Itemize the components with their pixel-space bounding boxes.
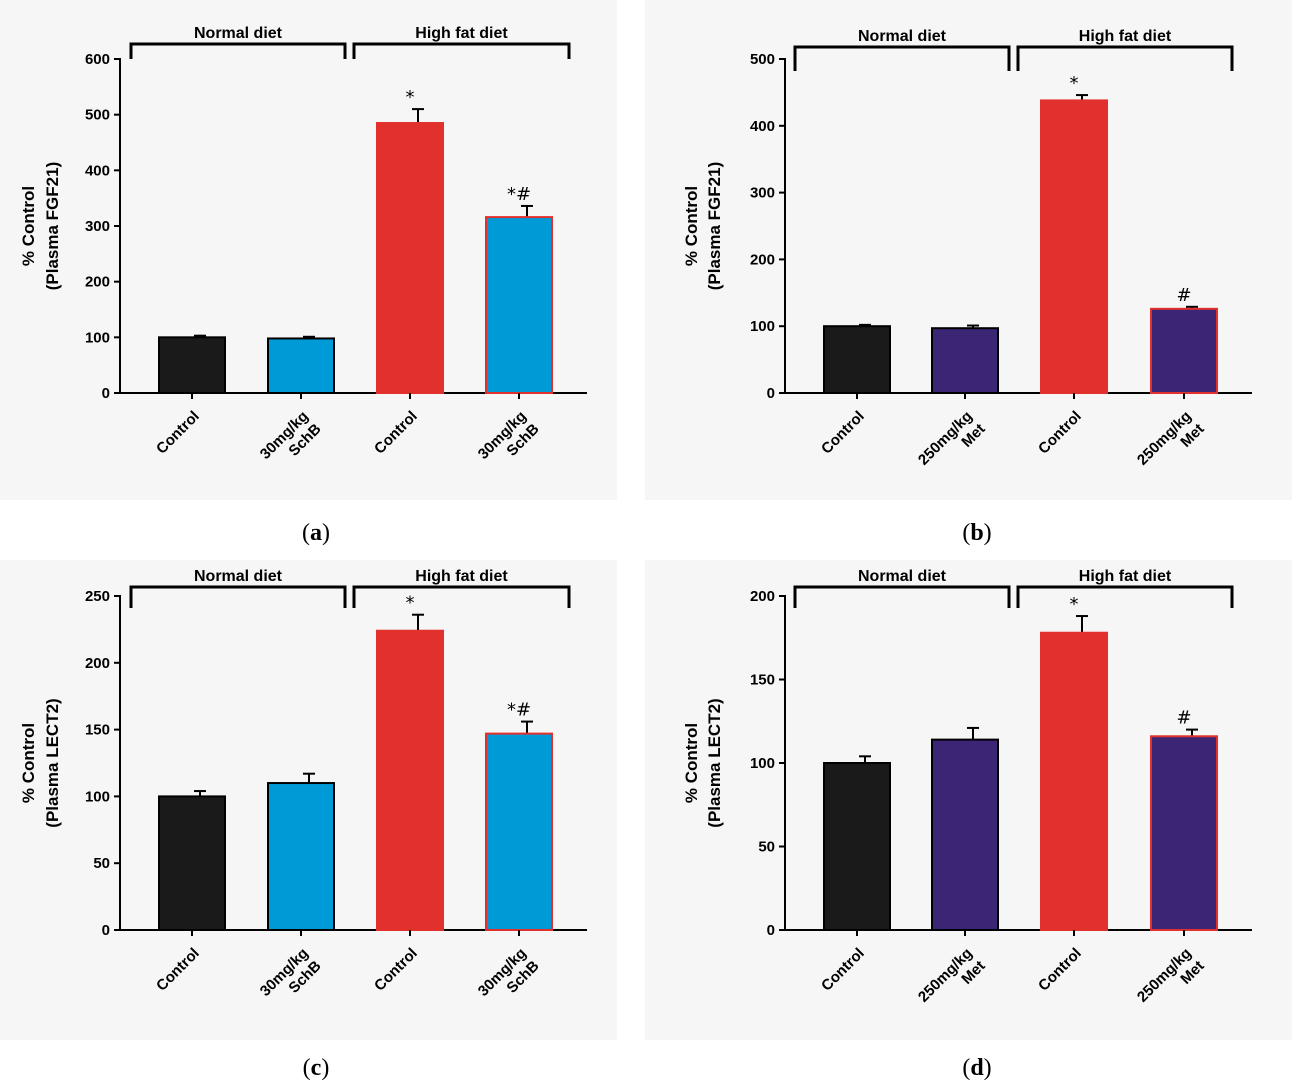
y-tick-label: 400 [750,118,775,135]
group-bracket [793,585,1011,608]
group-bracket [352,42,571,59]
bar [267,782,335,931]
bar [267,337,335,394]
y-axis-label: % Control [682,186,701,266]
y-tick-label: 100 [750,318,775,335]
y-tick-label: 50 [93,855,110,872]
group-label: High fat diet [1079,568,1172,585]
y-axis-label: % Control [19,723,38,803]
caption-letter: c [311,1055,322,1081]
significance-marker: * [1070,594,1079,615]
caption-paren: ( [303,1055,311,1081]
y-tick-label: 200 [750,251,775,268]
bar [931,738,999,931]
panel-a: 0 100 200 300 400 500 600 % Control (Plasma FGF2… [0,0,617,546]
bar [158,336,226,395]
group-label: Normal diet [858,28,947,45]
caption-paren: ( [302,520,310,546]
bar [1150,735,1218,932]
y-tick-label: 400 [85,162,110,179]
y-tick-label: 0 [767,922,775,939]
significance-marker: * [406,593,415,614]
group-bracket [352,585,571,608]
y-axis-label: (Plasma FGF21) [705,162,724,291]
bar [1040,99,1108,395]
y-tick-label: 100 [750,755,775,772]
y-axis-label: (Plasma LECT2) [43,698,62,827]
y-tick-label: 0 [102,922,110,939]
group-bracket [1016,45,1234,71]
caption-paren: ( [962,1055,970,1081]
significance-marker: *# [507,184,531,205]
group-bracket [129,42,347,59]
bar [1040,631,1108,931]
caption-letter: b [970,520,983,546]
y-tick-label: 200 [85,655,110,672]
caption-paren: ( [962,520,970,546]
significance-marker: *# [507,700,531,721]
bar [823,762,891,931]
panel-caption: (d) [962,1055,991,1081]
y-tick-label: 250 [85,588,110,605]
group-label: High fat diet [415,25,508,42]
y-tick-label: 0 [102,385,110,402]
y-tick-label: 150 [750,672,775,689]
significance-marker: # [1176,708,1191,729]
y-axis-label: (Plasma FGF21) [43,162,62,291]
caption-letter: a [310,520,322,546]
significance-marker: * [1070,73,1079,94]
caption-paren: ) [984,1055,992,1081]
panel-caption: (c) [303,1055,330,1081]
y-tick-label: 150 [85,722,110,739]
caption-paren: ) [322,520,330,546]
group-label: High fat diet [415,568,508,585]
y-tick-label: 500 [750,51,775,68]
y-tick-label: 300 [85,218,110,235]
caption-letter: d [970,1055,984,1081]
y-axis-label: % Control [19,186,38,266]
y-axis-label: % Control [682,723,701,803]
y-axis-label: (Plasma LECT2) [705,698,724,827]
caption-paren: ) [984,520,992,546]
y-tick-label: 500 [85,107,110,124]
group-bracket [129,585,347,608]
group-label: Normal diet [194,25,283,42]
bar [376,122,444,395]
y-tick-label: 100 [85,329,110,346]
panel-caption: (b) [962,520,991,546]
bar [158,795,226,932]
y-tick-label: 0 [767,385,775,402]
y-tick-label: 50 [758,839,775,856]
bar [485,732,553,931]
significance-marker: # [1176,285,1191,306]
bar [485,216,553,394]
y-tick-label: 300 [750,185,775,202]
panel-background [645,0,1292,500]
group-label: Normal diet [858,568,947,585]
y-tick-label: 600 [85,51,110,68]
panel-caption: (a) [302,520,330,546]
group-bracket [1016,585,1234,608]
y-tick-label: 200 [750,588,775,605]
y-tick-label: 100 [85,788,110,805]
group-bracket [793,45,1011,71]
bar [376,629,444,932]
bar [1150,307,1218,394]
y-tick-label: 200 [85,274,110,291]
bar [823,325,891,395]
bar [931,327,999,395]
significance-marker: * [406,87,415,108]
group-label: Normal diet [194,568,283,585]
group-label: High fat diet [1079,28,1172,45]
caption-paren: ) [321,1055,329,1081]
